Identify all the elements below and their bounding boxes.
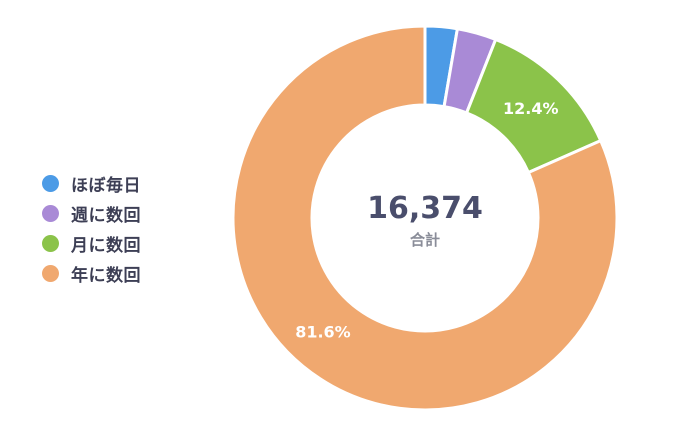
center-total-value: 16,374	[367, 191, 483, 226]
legend-item-daily[interactable]: ほぼ毎日	[42, 168, 141, 198]
slice-group	[231, 24, 619, 412]
slice-label-monthly: 12.4%	[503, 99, 559, 118]
legend-label-weekly: 週に数回	[71, 205, 141, 226]
legend-label-daily: ほぼ毎日	[71, 175, 141, 196]
center-total-label: 合計	[409, 231, 440, 249]
legend-swatch-yearly	[42, 264, 59, 282]
slice-label-yearly: 81.6%	[295, 322, 351, 341]
legend-item-weekly[interactable]: 週に数回	[42, 198, 141, 228]
slice-label-group: 12.4% 81.6%	[295, 99, 558, 341]
legend-swatch-daily	[42, 174, 59, 192]
legend-item-yearly[interactable]: 年に数回	[42, 258, 141, 288]
legend-label-yearly: 年に数回	[71, 265, 141, 286]
slice-yearly[interactable]	[231, 24, 619, 412]
legend: ほぼ毎日 週に数回 月に数回 年に数回	[42, 168, 141, 288]
legend-item-monthly[interactable]: 月に数回	[42, 228, 141, 258]
legend-swatch-weekly	[42, 204, 59, 222]
legend-swatch-monthly	[42, 234, 59, 252]
legend-label-monthly: 月に数回	[71, 235, 141, 256]
